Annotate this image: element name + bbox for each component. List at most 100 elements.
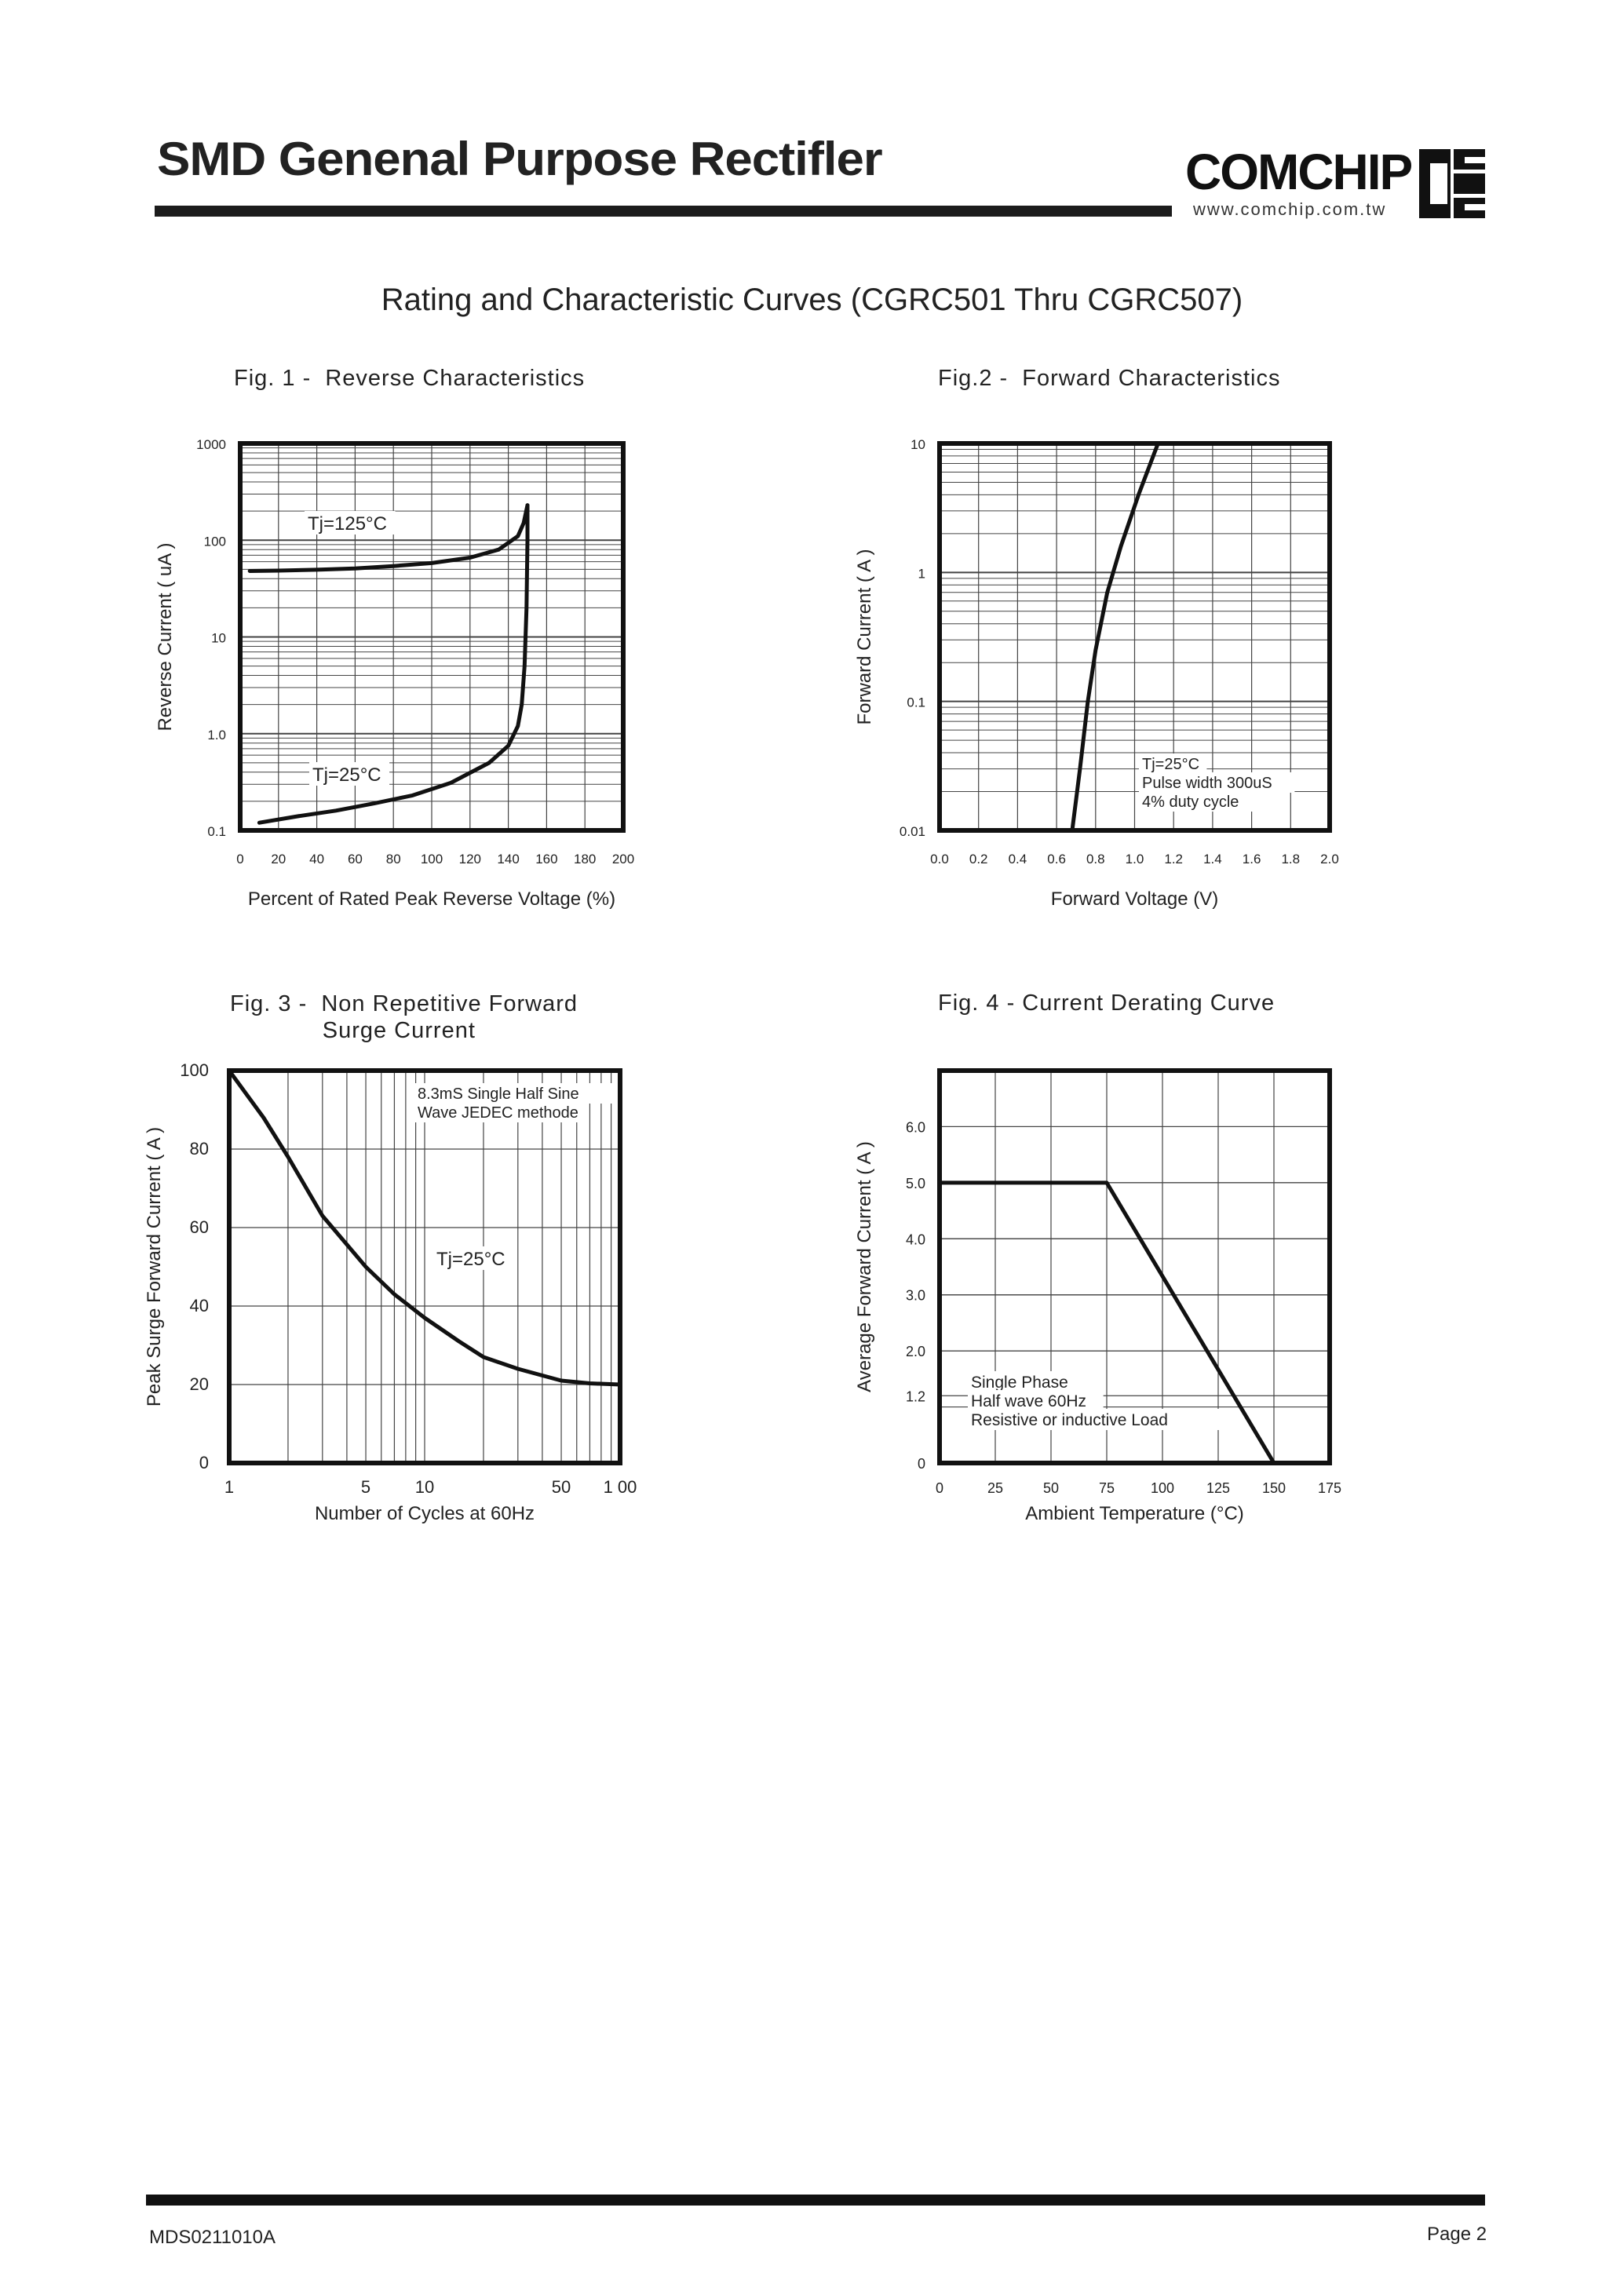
y-tick-label: 80 bbox=[190, 1139, 209, 1158]
annotation-single-phase-bg bbox=[968, 1371, 1086, 1392]
y-tick-label: 1 bbox=[918, 566, 925, 581]
x-axis-label: Percent of Rated Peak Reverse Voltage (%… bbox=[248, 888, 615, 910]
annotation-duty-cycle: 4% duty cycle bbox=[1142, 794, 1239, 811]
x-axis-label: Forward Voltage (V) bbox=[1051, 888, 1218, 910]
series-line-1 bbox=[227, 1068, 622, 1387]
x-tick-label: 2.0 bbox=[1320, 852, 1339, 867]
x-tick-label: 60 bbox=[348, 852, 363, 867]
annotation-pulse-width: Pulse width 300uS bbox=[1142, 775, 1272, 792]
y-tick-label: 40 bbox=[190, 1296, 209, 1315]
x-tick-label: 140 bbox=[497, 852, 519, 867]
x-tick-label: 160 bbox=[535, 852, 557, 867]
y-axis-label: Average Forward Current ( A ) bbox=[854, 1141, 875, 1392]
document-title: SMD Genenal Purpose Rectifler bbox=[157, 133, 883, 185]
document-id: MDS0211010A bbox=[149, 2227, 276, 2248]
x-tick-label: 100 bbox=[421, 852, 443, 867]
fig4-title: Fig. 4 - Current Derating Curve bbox=[938, 991, 1275, 1016]
x-tick-label: 200 bbox=[612, 852, 634, 867]
brand-url: www.comchip.com.tw bbox=[1193, 199, 1387, 219]
series-line-1 bbox=[1070, 441, 1160, 833]
annotation-jedec: Wave JEDEC methode bbox=[418, 1104, 578, 1122]
annotation-tj125-bg bbox=[305, 511, 396, 535]
x-tick-label: 75 bbox=[1099, 1480, 1115, 1496]
x-tick-label: 1.6 bbox=[1243, 852, 1261, 867]
annotation-load: Resistive or inductive Load bbox=[971, 1411, 1168, 1429]
y-tick-label: 10 bbox=[211, 631, 226, 646]
y-tick-label: 20 bbox=[190, 1374, 209, 1394]
y-tick-label: 0.1 bbox=[907, 695, 925, 710]
y-tick-label: 100 bbox=[180, 1060, 209, 1080]
annotation-tj25: Tj=25°C bbox=[312, 764, 381, 786]
x-tick-label: 50 bbox=[552, 1477, 571, 1497]
x-tick-label: 0.4 bbox=[1009, 852, 1027, 867]
y-tick-label: 100 bbox=[204, 534, 226, 549]
y-tick-label: 3.0 bbox=[906, 1288, 925, 1304]
x-tick-label: 0.0 bbox=[930, 852, 949, 867]
annotation-single-phase: Single Phase bbox=[971, 1374, 1068, 1392]
x-tick-label: 1.0 bbox=[1126, 852, 1144, 867]
x-tick-label: 0.2 bbox=[969, 852, 988, 867]
page-number: Page 2 bbox=[1427, 2224, 1487, 2245]
annotation-load-bg bbox=[968, 1409, 1224, 1430]
page-heading: Rating and Characteristic Curves (CGRC50… bbox=[381, 283, 1243, 317]
x-tick-label: 25 bbox=[987, 1480, 1003, 1496]
x-tick-label: 0 bbox=[936, 1480, 943, 1496]
x-tick-label: 50 bbox=[1043, 1480, 1059, 1496]
annotation-half-wave-bg bbox=[968, 1390, 1104, 1411]
annotation-pulse-width-bg bbox=[1139, 772, 1295, 793]
y-axis-label: Reverse Current ( uA ) bbox=[155, 542, 176, 731]
x-tick-label: 1 bbox=[224, 1477, 234, 1497]
x-tick-label: 0 bbox=[236, 852, 243, 867]
x-tick-label: 1.8 bbox=[1281, 852, 1300, 867]
annotation-tj25: Tj=25°C bbox=[1142, 756, 1199, 773]
annotation-half-sine-bg bbox=[414, 1083, 615, 1104]
plot-frame bbox=[227, 1068, 622, 1465]
x-tick-label: 1.4 bbox=[1203, 852, 1222, 867]
y-tick-label: 1.0 bbox=[207, 728, 226, 742]
x-tick-label: 1 00 bbox=[604, 1477, 637, 1497]
series-line-1 bbox=[247, 503, 530, 573]
fig3-title: Fig. 3 - Non Repetitive Forward Surge Cu… bbox=[230, 991, 578, 1043]
annotation-tj25: Tj=25°C bbox=[436, 1249, 505, 1270]
annotation-tj25-bg bbox=[309, 762, 390, 786]
x-tick-label: 1.2 bbox=[1164, 852, 1183, 867]
x-tick-label: 5 bbox=[361, 1477, 370, 1497]
plot-frame bbox=[937, 1068, 1332, 1465]
header-rule bbox=[155, 206, 1172, 217]
annotation-half-wave: Half wave 60Hz bbox=[971, 1392, 1086, 1410]
y-tick-label: 1000 bbox=[196, 437, 226, 452]
y-tick-label: 5.0 bbox=[906, 1176, 925, 1191]
y-axis-label: Forward Current ( A ) bbox=[854, 549, 875, 724]
y-tick-label: 6.0 bbox=[906, 1119, 925, 1135]
x-tick-label: 125 bbox=[1206, 1480, 1230, 1496]
x-tick-label: 10 bbox=[415, 1477, 434, 1497]
y-tick-label: 1.2 bbox=[906, 1388, 925, 1404]
fig2-title: Fig.2 - Forward Characteristics bbox=[938, 366, 1281, 391]
series-line-1 bbox=[937, 1180, 1276, 1465]
series-line-2 bbox=[257, 503, 530, 825]
x-tick-label: 0.8 bbox=[1086, 852, 1105, 867]
x-axis-label: Ambient Temperature (°C) bbox=[1025, 1503, 1244, 1524]
y-tick-label: 0 bbox=[918, 1456, 925, 1472]
annotation-tj25-bg bbox=[433, 1246, 514, 1270]
y-tick-label: 4.0 bbox=[906, 1231, 925, 1247]
comchip-logo-icon bbox=[1419, 149, 1485, 218]
fig1-title: Fig. 1 - Reverse Characteristics bbox=[234, 366, 586, 391]
x-tick-label: 20 bbox=[271, 852, 286, 867]
footer-rule bbox=[146, 2195, 1485, 2206]
annotation-tj125: Tj=125°C bbox=[308, 513, 387, 535]
y-tick-label: 0.01 bbox=[900, 824, 925, 839]
y-tick-label: 60 bbox=[190, 1217, 209, 1237]
x-tick-label: 180 bbox=[574, 852, 596, 867]
annotation-jedec-bg bbox=[414, 1102, 579, 1122]
x-tick-label: 175 bbox=[1318, 1480, 1341, 1496]
annotation-half-sine: 8.3mS Single Half Sine bbox=[418, 1085, 579, 1103]
annotation-tj25-bg bbox=[1139, 753, 1207, 774]
brand-name: COMCHIP bbox=[1185, 144, 1413, 200]
y-tick-label: 2.0 bbox=[906, 1344, 925, 1359]
x-axis-label: Number of Cycles at 60Hz bbox=[315, 1503, 535, 1524]
